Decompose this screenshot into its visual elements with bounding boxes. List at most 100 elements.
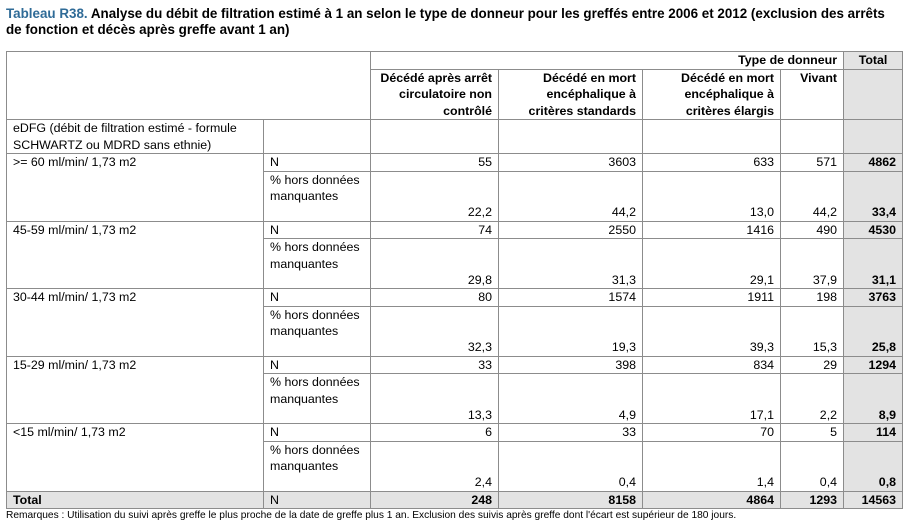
n-cell-me-elargis: 1416	[642, 220, 781, 239]
n-cell-me-standards: 3603	[498, 153, 643, 172]
column-header-vivant: Vivant	[779, 68, 845, 120]
pct-label: % hors données manquantes	[263, 373, 371, 424]
pct-label: % hors données manquantes	[263, 170, 371, 222]
n-total-cell: 4862	[843, 153, 904, 172]
pct-cell-dcd-non-controle: 13,3	[370, 373, 499, 424]
table-row: % hors données manquantes 32,3 19,3 39,3 15,…	[7, 305, 904, 357]
n-cell-dcd-non-controle: 74	[370, 220, 499, 239]
total-cell-me-standards: 8158	[498, 490, 643, 509]
table-row: 45-59 ml/min/ 1,73 m2 N 74 2550 1416 490 4530	[6, 220, 904, 289]
n-cell-me-standards: 1574	[498, 288, 643, 307]
pct-cell-vivant: 0,4	[779, 440, 845, 492]
n-total-cell: 114	[843, 423, 904, 442]
pct-cell-me-standards: 19,3	[498, 305, 643, 357]
table-body: Type de donneur Total Décédé après arrêt…	[6, 51, 904, 509]
pct-total-cell: 31,1	[843, 238, 904, 289]
row-group-label: >= 60 ml/min/ 1,73 m2	[6, 153, 264, 222]
n-cell-dcd-non-controle: 80	[370, 288, 499, 307]
n-label: N	[263, 220, 371, 239]
empty-cell	[642, 119, 781, 154]
total-row: Total N 248 8158 4864 1293 14563	[6, 490, 904, 509]
header-row-group: Type de donneur Total	[6, 51, 904, 120]
pct-cell-dcd-non-controle: 32,3	[370, 305, 499, 357]
column-header-me-standards: Décédé en mort encéphalique à critères s…	[498, 68, 643, 120]
n-cell-dcd-non-controle: 6	[370, 423, 499, 442]
table-row: 15-29 ml/min/ 1,73 m2 N 33 398 834 29 1294	[6, 355, 904, 424]
n-cell-dcd-non-controle: 55	[370, 153, 499, 172]
column-header-me-elargis: Décédé en mort encéphalique à critères é…	[642, 68, 781, 120]
table-row: % hors données manquantes 29,8 31,3 29,1 37,…	[7, 238, 904, 289]
n-cell-me-standards: 398	[498, 355, 643, 374]
empty-total-cell	[843, 119, 904, 154]
total-column-header-filler	[843, 68, 904, 120]
pct-cell-me-standards: 4,9	[498, 373, 643, 424]
pct-cell-me-standards: 44,2	[498, 170, 643, 222]
n-cell-me-elargis: 834	[642, 355, 781, 374]
pct-total-cell: 25,8	[843, 305, 904, 357]
pct-cell-vivant: 44,2	[779, 170, 845, 222]
pct-label: % hors données manquantes	[263, 238, 371, 289]
row-group-label: 15-29 ml/min/ 1,73 m2	[6, 355, 264, 424]
total-column-header: Total	[843, 51, 904, 70]
n-cell-me-elargis: 70	[642, 423, 781, 442]
total-cell-me-elargis: 4864	[642, 490, 781, 509]
pct-cell-me-elargis: 39,3	[642, 305, 781, 357]
pct-cell-me-standards: 0,4	[498, 440, 643, 492]
header-row-columns: Décédé après arrêt circulatoire non cont…	[7, 68, 904, 120]
section-label: eDFG (débit de filtration estimé - formu…	[6, 119, 264, 154]
n-cell-vivant: 490	[779, 220, 845, 239]
n-total-cell: 4530	[843, 220, 904, 239]
pct-cell-dcd-non-controle: 22,2	[370, 170, 499, 222]
n-cell-me-elargis: 633	[642, 153, 781, 172]
n-label: N	[263, 153, 371, 172]
n-cell-me-standards: 33	[498, 423, 643, 442]
n-cell-vivant: 571	[779, 153, 845, 172]
section-label-row: eDFG (débit de filtration estimé - formu…	[6, 119, 904, 154]
n-cell-vivant: 198	[779, 288, 845, 307]
pct-cell-vivant: 37,9	[779, 238, 845, 289]
n-total-cell: 1294	[843, 355, 904, 374]
table-row: % hors données manquantes 22,2 44,2 13,0 44,…	[7, 170, 904, 222]
header-corner-cell	[6, 51, 371, 120]
empty-cell	[370, 119, 499, 154]
table-title-text: Analyse du débit de filtration estimé à …	[6, 6, 885, 37]
table-number: Tableau R38.	[6, 6, 88, 21]
donor-type-group-header: Type de donneur	[369, 51, 845, 70]
pct-cell-me-elargis: 29,1	[642, 238, 781, 289]
n-cell-me-elargis: 1911	[642, 288, 781, 307]
n-cell-vivant: 29	[779, 355, 845, 374]
pct-label: % hors données manquantes	[263, 305, 371, 357]
row-group-label: 45-59 ml/min/ 1,73 m2	[6, 220, 264, 289]
grand-total-cell: 14563	[843, 490, 904, 509]
table-row: 30-44 ml/min/ 1,73 m2 N 80 1574 1911 198 3763	[6, 288, 904, 357]
pct-cell-me-elargis: 17,1	[642, 373, 781, 424]
row-group-label: 30-44 ml/min/ 1,73 m2	[6, 288, 264, 357]
pct-total-cell: 8,9	[843, 373, 904, 424]
pct-cell-me-standards: 31,3	[498, 238, 643, 289]
n-total-cell: 3763	[843, 288, 904, 307]
pct-cell-me-elargis: 13,0	[642, 170, 781, 222]
pct-cell-vivant: 2,2	[779, 373, 845, 424]
pct-cell-me-elargis: 1,4	[642, 440, 781, 492]
footnote: Remarques : Utilisation du suivi après g…	[6, 510, 737, 521]
pct-total-cell: 0,8	[843, 440, 904, 492]
total-cell-dcd-non-controle: 248	[370, 490, 499, 509]
n-cell-me-standards: 2550	[498, 220, 643, 239]
n-label: N	[263, 355, 371, 374]
pct-cell-dcd-non-controle: 29,8	[370, 238, 499, 289]
empty-cell	[498, 119, 643, 154]
total-cell-vivant: 1293	[779, 490, 845, 509]
pct-cell-dcd-non-controle: 2,4	[370, 440, 499, 492]
column-header-dcd-non-controle: Décédé après arrêt circulatoire non cont…	[370, 68, 499, 120]
total-row-label: Total	[6, 490, 264, 509]
table-row: <15 ml/min/ 1,73 m2 N 6 33 70 5 114	[6, 423, 904, 492]
pct-cell-vivant: 15,3	[779, 305, 845, 357]
table-row: % hors données manquantes 2,4 0,4 1,4 0,4 0,8	[7, 440, 904, 492]
data-table: Type de donneur Total Décédé après arrêt…	[6, 51, 904, 509]
n-cell-dcd-non-controle: 33	[370, 355, 499, 374]
pct-label: % hors données manquantes	[263, 440, 371, 492]
empty-cell	[263, 119, 371, 154]
n-label: N	[263, 423, 371, 442]
table-row: >= 60 ml/min/ 1,73 m2 N 55 3603 633 571 4862	[6, 153, 904, 222]
